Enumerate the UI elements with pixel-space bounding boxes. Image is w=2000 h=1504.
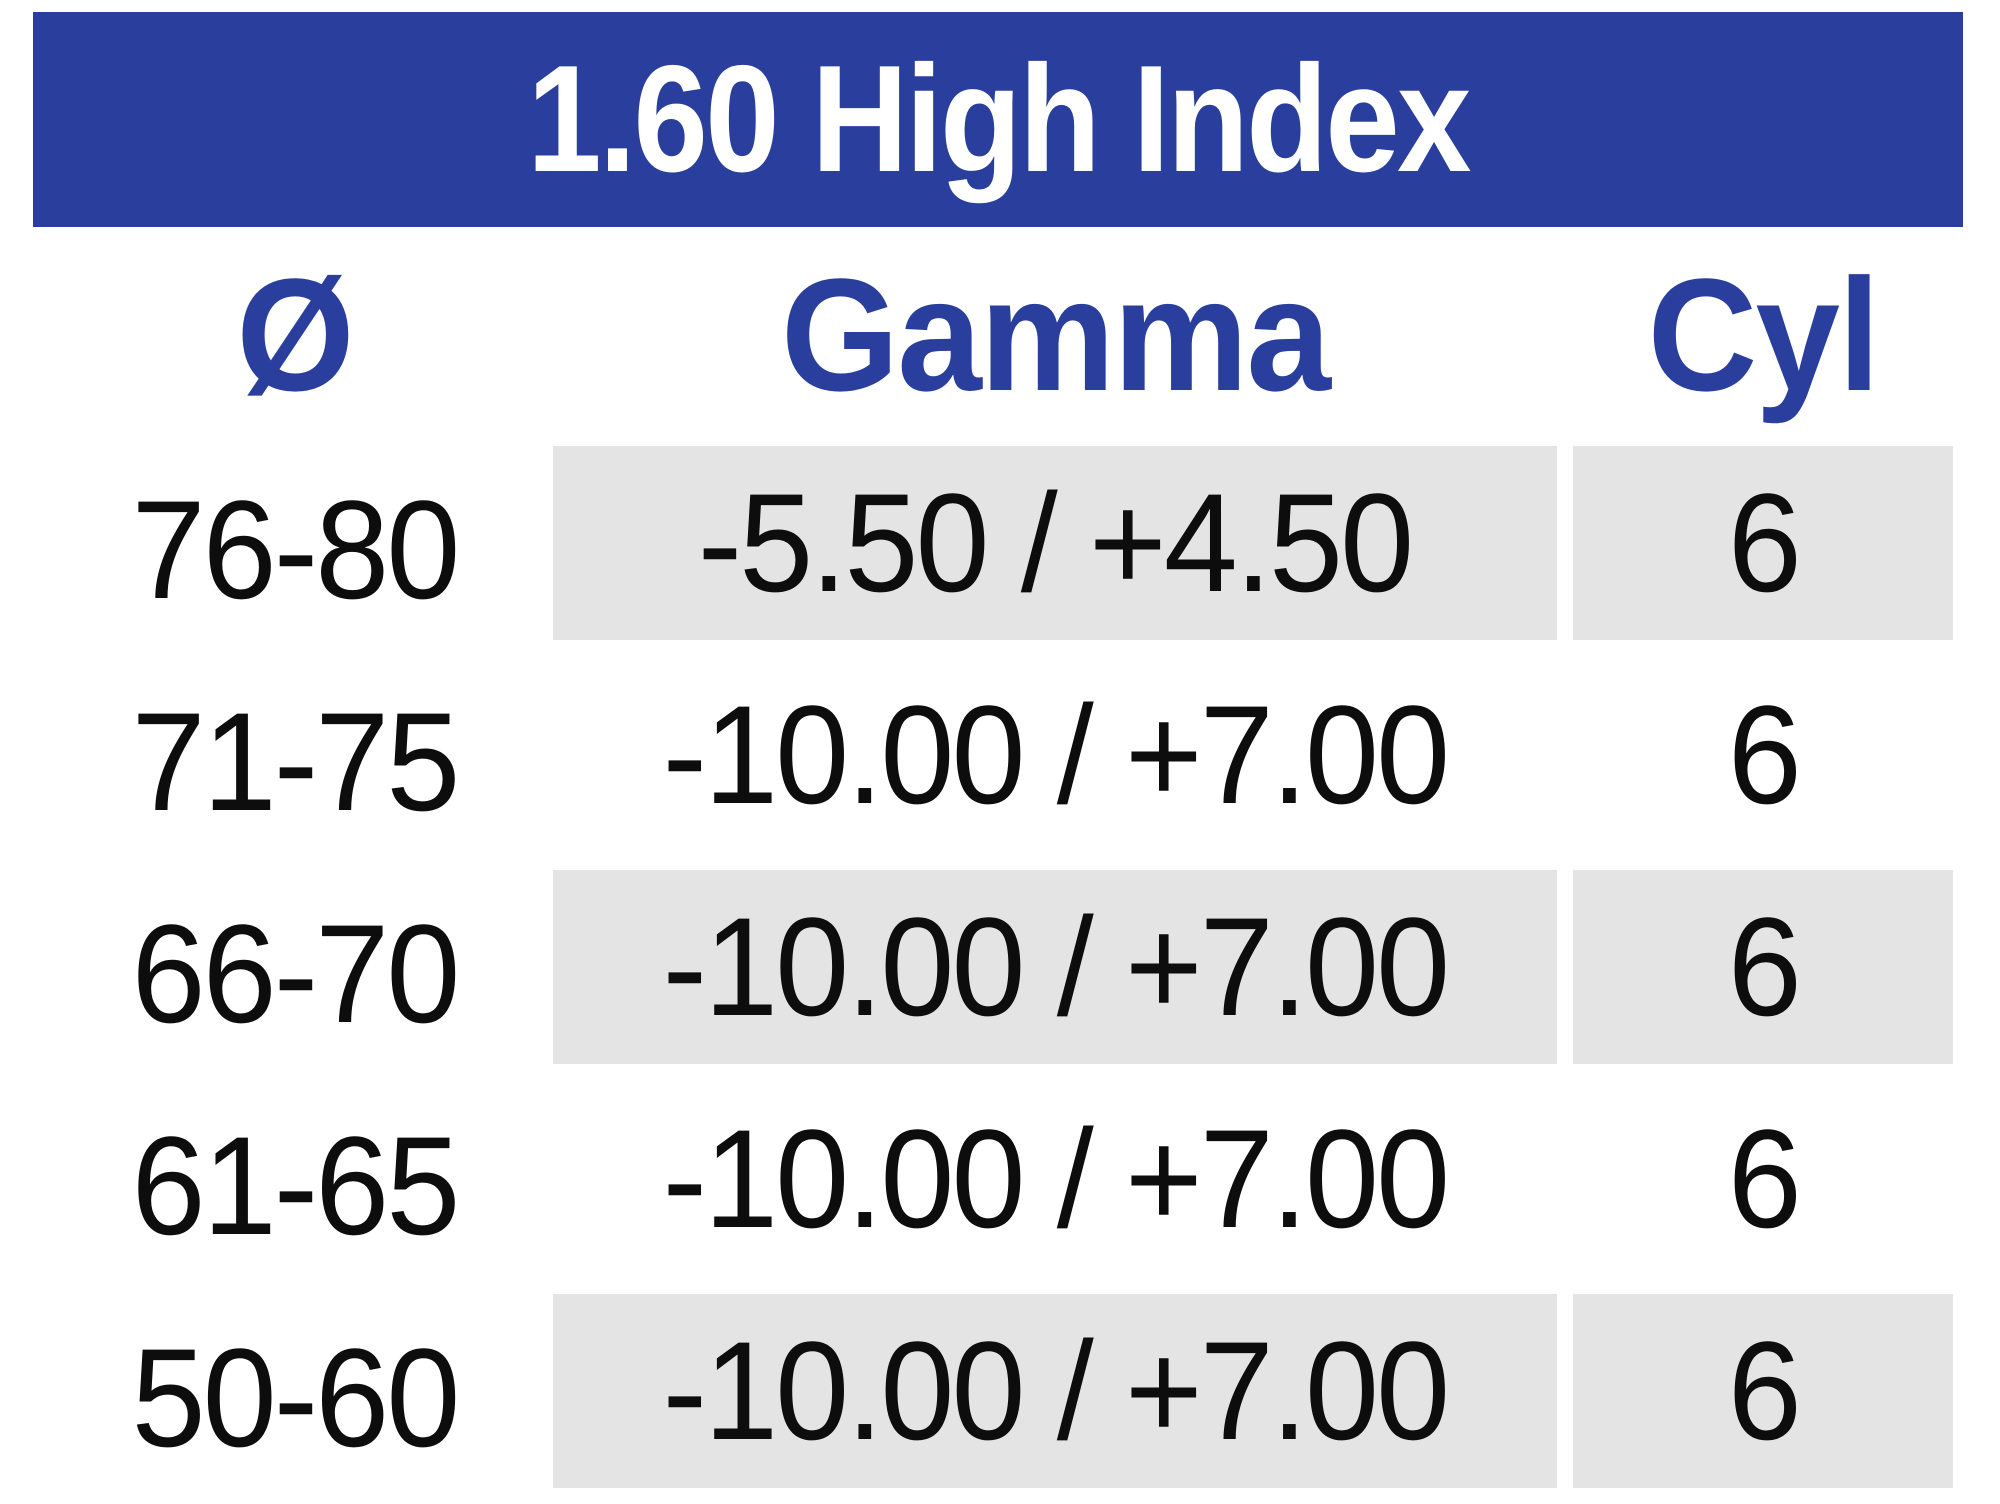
cyl-value: 6 — [1727, 1312, 1801, 1469]
diameter-value: 71-75 — [131, 683, 461, 840]
gamma-range-cell: -10.00 / +7.00 — [553, 658, 1557, 852]
diameter-value: 50-60 — [131, 1319, 461, 1476]
cyl-cell: 6 — [1573, 1082, 1953, 1276]
diameter-cell: 66-70 — [36, 893, 553, 1055]
diameter-cell: 61-65 — [36, 1105, 553, 1267]
diameter-value: 66-70 — [131, 895, 461, 1052]
gamma-range-value: -10.00 / +7.00 — [662, 676, 1450, 833]
gamma-range-value: -10.00 / +7.00 — [662, 888, 1450, 1045]
table-row: 66-70 -10.00 / +7.00 6 — [0, 868, 2000, 1080]
gamma-range-value: -10.00 / +7.00 — [662, 1100, 1450, 1257]
diameter-cell: 76-80 — [36, 469, 553, 631]
gamma-range-cell: -5.50 / +4.50 — [553, 446, 1557, 640]
cyl-cell: 6 — [1573, 870, 1953, 1064]
table-title: 1.60 High Index — [527, 34, 1471, 204]
column-header-cyl: Cyl — [1647, 245, 1881, 424]
diameter-value: 76-80 — [131, 471, 461, 628]
table-title-banner: 1.60 High Index — [33, 12, 1963, 227]
table-row: 50-60 -10.00 / +7.00 6 — [0, 1292, 2000, 1504]
cyl-value: 6 — [1727, 888, 1801, 1045]
cyl-cell: 6 — [1573, 1294, 1953, 1488]
gamma-range-value: -10.00 / +7.00 — [662, 1312, 1450, 1469]
gamma-range-cell: -10.00 / +7.00 — [553, 1082, 1557, 1276]
cyl-cell: 6 — [1573, 446, 1953, 640]
cyl-value: 6 — [1727, 676, 1801, 833]
column-header-gamma: Gamma — [780, 245, 1331, 424]
column-header-row: Ø Gamma Cyl — [0, 240, 2000, 430]
cyl-value: 6 — [1727, 1100, 1801, 1257]
table-row: 61-65 -10.00 / +7.00 6 — [0, 1080, 2000, 1292]
gamma-range-cell: -10.00 / +7.00 — [553, 870, 1557, 1064]
table-row: 71-75 -10.00 / +7.00 6 — [0, 656, 2000, 868]
diameter-cell: 50-60 — [36, 1317, 553, 1479]
diameter-value: 61-65 — [131, 1107, 461, 1264]
cyl-value: 6 — [1727, 464, 1801, 621]
table-row: 76-80 -5.50 / +4.50 6 — [0, 444, 2000, 656]
cyl-cell: 6 — [1573, 658, 1953, 852]
diameter-cell: 71-75 — [36, 681, 553, 843]
column-header-diameter: Ø — [236, 245, 354, 424]
gamma-range-cell: -10.00 / +7.00 — [553, 1294, 1557, 1488]
table-body: 76-80 -5.50 / +4.50 6 71-75 -10.00 / +7.… — [0, 444, 2000, 1504]
gamma-range-value: -5.50 / +4.50 — [698, 464, 1414, 621]
